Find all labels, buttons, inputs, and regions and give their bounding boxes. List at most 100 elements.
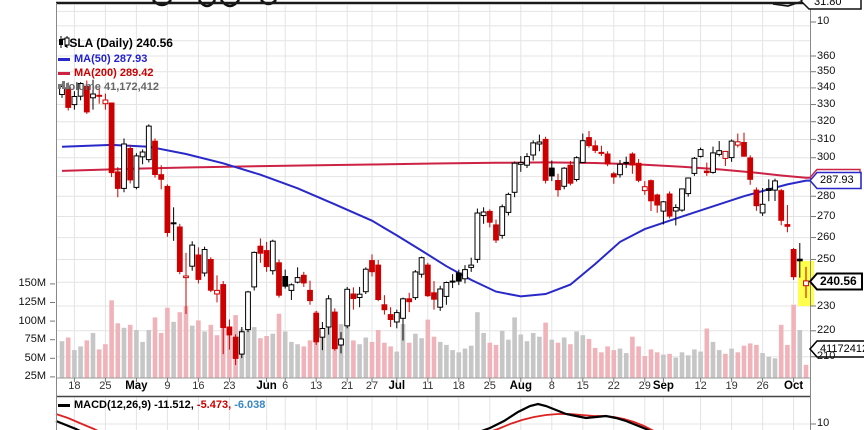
volume-bar: [320, 330, 325, 378]
candle: [220, 284, 227, 329]
volume-bar: [258, 338, 263, 378]
macd-histogram-value: -6.038: [231, 399, 266, 411]
volume-bar: [326, 327, 331, 378]
volume-bar: [282, 331, 288, 378]
volume-bar: [642, 356, 648, 378]
candle: [716, 150, 723, 155]
volume-bar: [431, 336, 437, 378]
volume-bar: [127, 324, 133, 378]
upper-indicator-callout: 31.80: [814, 0, 842, 8]
candle: [685, 177, 692, 195]
candle: [152, 140, 158, 175]
volume-axis-label: 50M: [24, 351, 46, 364]
volume-bar: [760, 353, 765, 378]
volume-bar: [617, 348, 623, 378]
candle: [201, 249, 208, 274]
candle: [189, 244, 196, 267]
date-tick-label: 22: [607, 380, 620, 392]
candle: [251, 251, 258, 288]
upper-callout-box: [799, 0, 862, 10]
volume-bar: [481, 333, 486, 378]
volume-bar: [723, 353, 728, 378]
candle: [759, 203, 766, 214]
date-tick-label: 25: [99, 380, 112, 392]
ma200-line: [61, 161, 810, 179]
volume-bar: [189, 325, 195, 378]
candle: [431, 292, 437, 300]
volume-bar: [307, 340, 313, 378]
date-tick-label: 23: [223, 380, 236, 392]
volume-bar: [351, 340, 356, 378]
volume-bar: [276, 313, 282, 378]
date-tick-label: 9: [164, 380, 171, 392]
volume-bar: [264, 336, 269, 378]
volume-bar: [121, 327, 127, 378]
candle: [629, 153, 636, 166]
volume-bar: [673, 357, 679, 378]
volume-bar: [611, 350, 617, 378]
candle: [710, 152, 716, 173]
candle: [592, 145, 599, 151]
volume-callout-box: [809, 340, 864, 358]
candle: [747, 157, 754, 180]
candle: [356, 293, 363, 299]
price-axis-label: 360: [817, 49, 836, 62]
candle: [108, 102, 115, 174]
candle: [480, 211, 487, 216]
price-axis-label: 330: [817, 98, 836, 111]
candle: [170, 222, 177, 225]
candle: [586, 137, 592, 147]
date-tick-label: 13: [310, 380, 323, 392]
volume-bar: [729, 348, 734, 378]
candle: [530, 142, 537, 156]
ma50-label: MA(50) 287.93: [74, 53, 148, 65]
candle: [803, 280, 809, 287]
candle: [536, 141, 543, 145]
legend-ma50-row: MA(50) 287.93: [58, 52, 147, 66]
candle: [679, 188, 685, 211]
ma200-label: MA(200) 289.42: [74, 67, 154, 79]
volume-bar: [456, 352, 462, 378]
candle: [121, 143, 127, 189]
volume-bar: [605, 346, 610, 378]
candle: [462, 269, 468, 280]
volume-bar: [574, 331, 579, 378]
price-axis-label: 270: [817, 210, 836, 222]
volume-bar: [382, 342, 387, 378]
candle: [617, 163, 623, 176]
volume-bar: [661, 354, 666, 378]
volume-bar: [295, 344, 300, 378]
date-tick-label: 25: [483, 380, 496, 392]
date-tick-label: Jul: [388, 380, 406, 392]
volume-bar: [165, 307, 170, 378]
volume-bar: [375, 330, 381, 378]
volume-bar: [698, 351, 703, 378]
volume-bars: [59, 300, 809, 378]
date-tick-label: 12: [694, 380, 707, 392]
candle: [288, 284, 295, 291]
volume-bar: [152, 317, 158, 378]
candle: [418, 257, 425, 275]
volume-bar: [134, 330, 139, 378]
candle: [573, 157, 580, 180]
candle: [778, 190, 785, 221]
volume-bar: [208, 324, 214, 378]
volume-bar: [289, 341, 294, 378]
volume-bar: [667, 353, 672, 378]
candle: [164, 185, 171, 233]
candle: [635, 162, 642, 181]
volume-bar: [227, 327, 232, 378]
volume-bar: [400, 324, 406, 378]
candle: [114, 171, 121, 189]
candle: [145, 125, 152, 161]
candle: [474, 212, 481, 260]
volume-bar: [487, 342, 493, 378]
volume-bar: [388, 346, 393, 378]
date-tick-label: 18: [68, 380, 81, 392]
volume-bar: [506, 339, 511, 378]
volume-label: Volume 41,172,412: [62, 81, 160, 93]
date-tick-label: 29: [638, 380, 651, 392]
volume-bar: [630, 336, 635, 378]
volume-axis-label: 75M: [24, 333, 46, 346]
